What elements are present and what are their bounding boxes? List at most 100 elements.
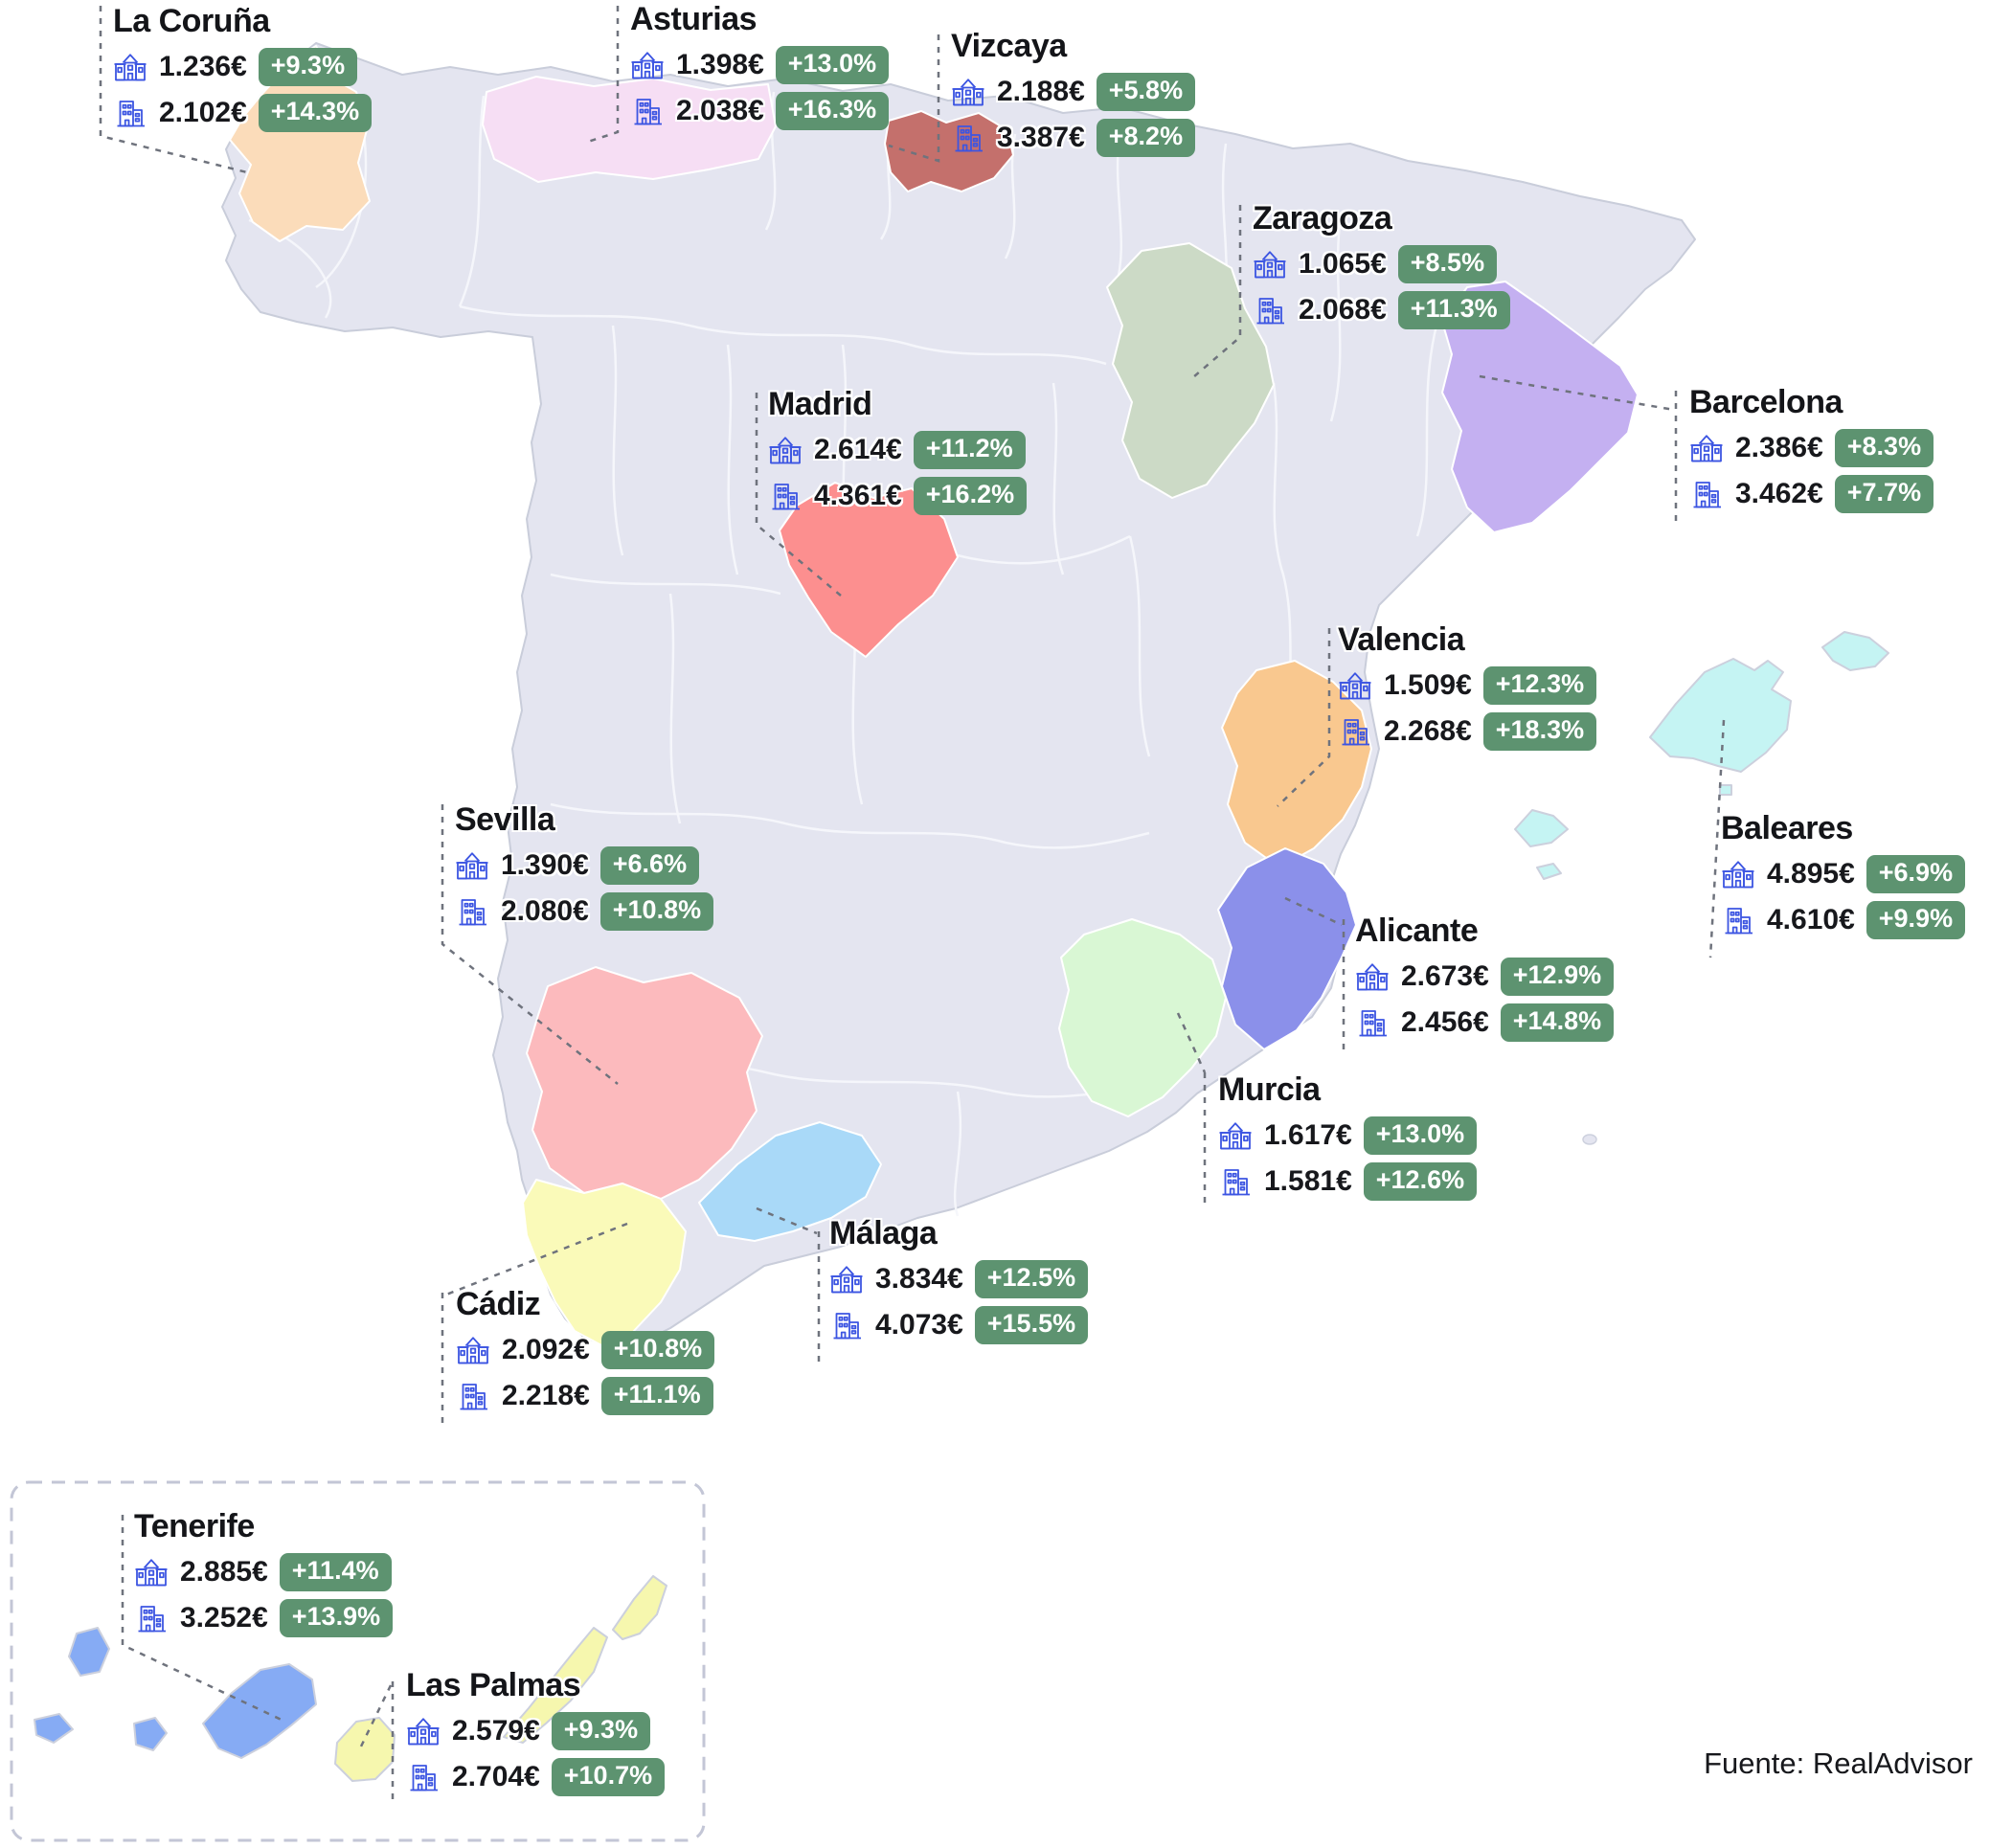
building-icon (1721, 903, 1755, 937)
region-label-tenerife: Tenerife 2.885€ +11.4% 3.252€ +13.9% (134, 1507, 394, 1637)
apartment-price: 4.361€ (814, 480, 902, 511)
region-shape-baleares (1514, 631, 1889, 880)
apartment-price: 2.268€ (1384, 715, 1472, 747)
house-price: 1.236€ (159, 51, 247, 82)
apartment-change-badge: +16.3% (775, 92, 890, 130)
apartment-price: 3.387€ (997, 122, 1085, 153)
house-price: 2.885€ (180, 1556, 268, 1588)
region-title: Sevilla (455, 801, 555, 838)
apartment-price: 3.462€ (1735, 478, 1823, 509)
house-price: 1.390€ (501, 849, 589, 881)
region-title: Madrid (768, 386, 872, 422)
building-icon (951, 121, 985, 155)
house-price: 1.398€ (676, 49, 764, 80)
region-title: La Coruña (113, 3, 270, 39)
region-title: Málaga (829, 1215, 938, 1251)
house-icon (455, 848, 489, 883)
region-label-sevilla: Sevilla 1.390€ +6.6% 2.080€ +10.8% (455, 800, 714, 931)
house-change-badge: +11.2% (913, 431, 1026, 469)
building-icon (113, 96, 147, 130)
apartment-price-row: 1.581€ +12.6% (1218, 1162, 1478, 1201)
source-caption: Fuente: RealAdvisor (1704, 1747, 1973, 1780)
house-change-badge: +8.5% (1397, 245, 1498, 283)
region-label-vizcaya: Vizcaya 2.188€ +5.8% 3.387€ +8.2% (951, 27, 1196, 157)
building-icon (456, 1379, 490, 1413)
apartment-change-badge: +13.9% (279, 1599, 394, 1637)
leader-line-alicante (1284, 896, 1346, 1051)
house-price-row: 3.834€ +12.5% (829, 1260, 1089, 1298)
house-change-badge: +6.6% (599, 846, 700, 885)
apartment-change-badge: +16.2% (913, 477, 1028, 515)
region-label-valencia: Valencia 1.509€ +12.3% 2.268€ +18.3% (1338, 620, 1597, 751)
building-icon (1338, 714, 1372, 749)
house-icon (456, 1333, 490, 1367)
apartment-price-row: 2.102€ +14.3% (113, 94, 373, 132)
apartment-price: 2.456€ (1401, 1006, 1489, 1038)
house-price: 1.509€ (1384, 669, 1472, 701)
house-icon (630, 48, 665, 82)
leader-line-murcia (1176, 1012, 1207, 1208)
house-icon (829, 1262, 864, 1296)
house-change-badge: +5.8% (1096, 73, 1196, 111)
region-shape-barcelona (1441, 281, 1639, 533)
region-title: Murcia (1218, 1071, 1321, 1108)
apartment-price-row: 2.268€ +18.3% (1338, 712, 1597, 751)
apartment-change-badge: +14.3% (258, 94, 373, 132)
building-icon (1253, 293, 1287, 327)
apartment-price-row: 2.218€ +11.1% (456, 1377, 714, 1415)
leader-line-sevilla (441, 804, 619, 1085)
house-price-row: 1.065€ +8.5% (1253, 245, 1510, 283)
region-shape-sevilla (526, 966, 763, 1200)
house-change-badge: +13.0% (1363, 1116, 1478, 1155)
leader-line-cadiz (441, 1222, 628, 1423)
region-shape-madrid (779, 482, 959, 658)
apartment-price-row: 2.038€ +16.3% (630, 92, 890, 130)
house-price-row: 2.386€ +8.3% (1689, 429, 1934, 467)
building-icon (455, 894, 489, 929)
house-price: 3.834€ (875, 1263, 963, 1295)
apartment-change-badge: +14.8% (1500, 1003, 1615, 1042)
house-change-badge: +12.5% (974, 1260, 1089, 1298)
region-title: Cádiz (456, 1286, 541, 1322)
house-price: 2.386€ (1735, 432, 1823, 463)
region-title: Baleares (1721, 810, 1853, 846)
house-change-badge: +6.9% (1866, 855, 1966, 893)
apartment-change-badge: +18.3% (1482, 712, 1597, 751)
house-price: 4.895€ (1767, 858, 1855, 890)
region-shape-murcia (1058, 918, 1227, 1117)
building-icon (134, 1601, 169, 1635)
leader-line-barcelona (1479, 374, 1678, 522)
region-shape-asturias (482, 76, 777, 183)
region-shape-vizcaya (884, 110, 1014, 192)
house-price-row: 2.579€ +9.3% (406, 1712, 665, 1750)
house-icon (113, 50, 147, 84)
building-icon (768, 479, 803, 513)
house-price-row: 2.092€ +10.8% (456, 1331, 715, 1369)
house-price-row: 1.617€ +13.0% (1218, 1116, 1478, 1155)
region-title: Alicante (1355, 913, 1479, 949)
region-label-la-coruna: La Coruña 1.236€ +9.3% 2.102€ +14.3% (113, 2, 373, 132)
house-price: 2.092€ (502, 1334, 590, 1365)
region-label-asturias: Asturias 1.398€ +13.0% 2.038€ +16.3% (630, 0, 890, 130)
house-price-row: 1.236€ +9.3% (113, 48, 372, 86)
house-change-badge: +11.4% (279, 1553, 392, 1591)
house-price-row: 1.509€ +12.3% (1338, 666, 1597, 705)
house-icon (1689, 431, 1724, 465)
house-change-badge: +9.3% (551, 1712, 651, 1750)
apartment-change-badge: +15.5% (974, 1306, 1089, 1344)
house-price: 2.579€ (452, 1715, 540, 1747)
region-title: Tenerife (134, 1508, 255, 1544)
house-icon (1338, 668, 1372, 703)
apartment-price-row: 3.387€ +8.2% (951, 119, 1196, 157)
house-icon (1218, 1118, 1253, 1153)
region-label-malaga: Málaga 3.834€ +12.5% 4.073€ +15.5% (829, 1214, 1089, 1344)
region-title: Valencia (1338, 621, 1465, 658)
leader-line-tenerife (121, 1515, 286, 1724)
apartment-price-row: 2.080€ +10.8% (455, 892, 714, 931)
apartment-change-badge: +11.1% (600, 1377, 713, 1415)
region-label-zaragoza: Zaragoza 1.065€ +8.5% 2.068€ +11.3% (1253, 199, 1510, 329)
apartment-price: 2.102€ (159, 97, 247, 128)
